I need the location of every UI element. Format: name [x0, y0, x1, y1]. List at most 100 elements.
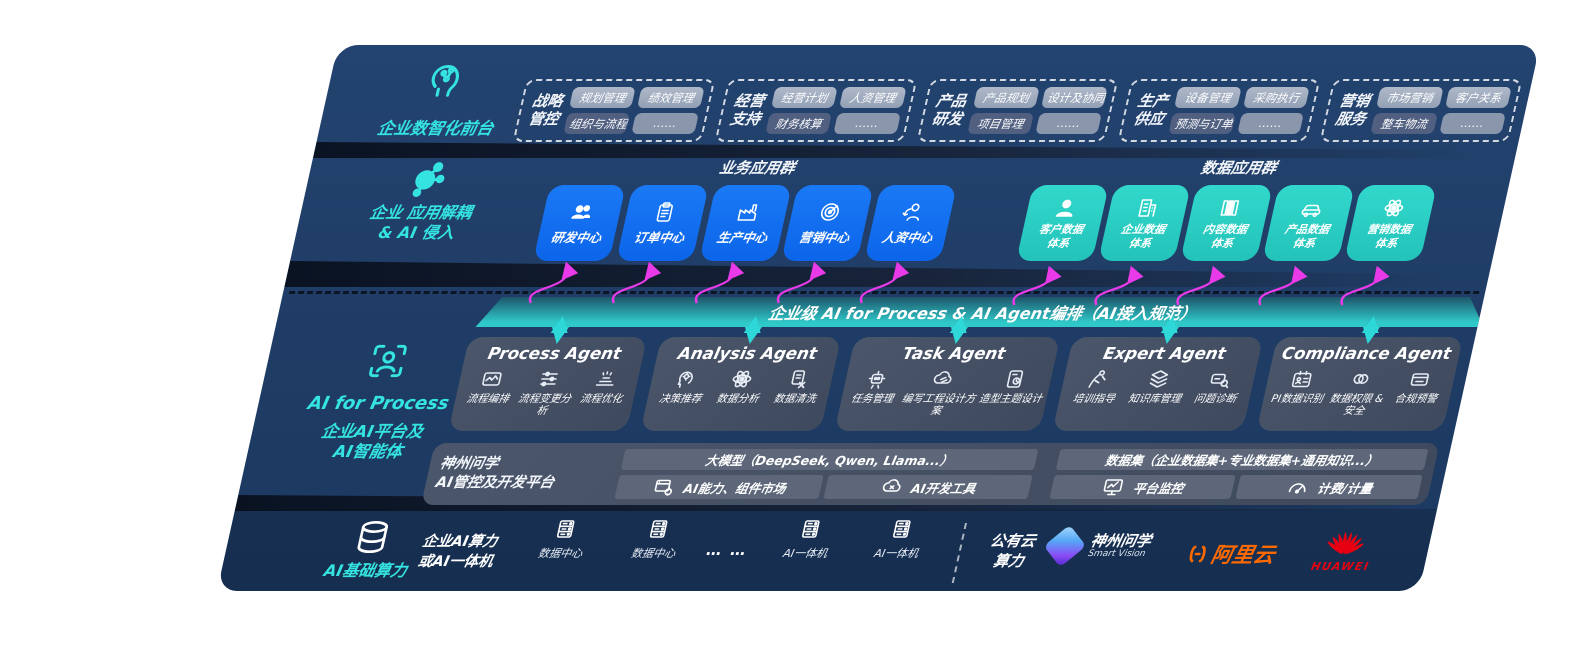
- front-tag: 人资管理: [839, 87, 907, 108]
- data-tile-label: 企业数据 体系: [1119, 223, 1167, 250]
- library-icon: [1215, 196, 1244, 220]
- vendor-huawei-logo: HUAWEI: [1310, 527, 1378, 573]
- infra-node-ai-appliance: AI一体机: [873, 517, 927, 561]
- scan-person-icon: [361, 339, 415, 383]
- front-tag: 财务核算: [765, 113, 833, 134]
- atom-icon: [1379, 196, 1408, 220]
- group-name-line: 经营: [732, 92, 767, 111]
- data-tile-label: 内容数据 体系: [1201, 223, 1249, 250]
- front-group-product: 产品 研发 产品规划 设计及协同 项目管理 ……: [916, 79, 1119, 142]
- app-tile-rnd-center: 研发中心: [533, 185, 626, 261]
- front-tag: 组织与流程: [563, 113, 631, 134]
- hr-icon: [898, 200, 927, 224]
- vendor-name: 神州问学: [1089, 531, 1154, 550]
- front-office-groups: 战略 管控 规划管理 绩效管理 组织与流程 …… 经营 支持 经营计划 人资管理 财…: [512, 79, 1523, 142]
- group-name-line: 生产: [1135, 92, 1170, 111]
- front-tag: 设备管理: [1174, 87, 1242, 108]
- app-tile-label: 订单中心: [632, 230, 686, 245]
- dev-tools-icon: [877, 475, 906, 499]
- chip-label: 平台监控: [1131, 480, 1185, 496]
- group-name-line: 战略: [530, 92, 565, 111]
- front-tag: ……: [1438, 113, 1506, 134]
- agent-title: Compliance Agent: [1280, 344, 1454, 363]
- agent-title: Task Agent: [900, 344, 1008, 363]
- group-name-line: 管控: [526, 109, 561, 128]
- sliders-icon: [534, 367, 563, 391]
- dataset-bar: 数据集（企业数据集+专业数据集+通用知识...）: [1055, 449, 1429, 470]
- agent-item-label: 任务管理: [849, 393, 895, 405]
- chip-monitor: 平台监控: [1048, 475, 1236, 499]
- agent-item-label: 流程编排: [465, 393, 511, 405]
- front-office-label: 企业数智化前台: [375, 119, 496, 138]
- mail-alert-icon: [1406, 367, 1435, 391]
- app-tile-label: 营销中心: [797, 230, 851, 245]
- infra-ellipsis: … …: [704, 541, 750, 559]
- front-tag: 设计及协同: [1041, 87, 1109, 108]
- id-card-icon: [1287, 367, 1316, 391]
- app-market-icon: [649, 475, 678, 499]
- front-tag: 经营计划: [770, 87, 838, 108]
- infra-node-label: 数据中心: [629, 547, 677, 560]
- gauge-icon: [1283, 475, 1312, 499]
- infra-node-label: 数据中心: [536, 547, 584, 560]
- public-cloud-line: 算力: [991, 552, 1026, 571]
- agent-title: Analysis Agent: [676, 344, 819, 363]
- chip-label: AI能力、组件市场: [682, 480, 788, 496]
- car-icon: [1297, 196, 1326, 220]
- platform-name: 神州问学 AI管控及开发平台: [434, 455, 610, 493]
- infra-label-node: AI基础算力: [322, 517, 419, 581]
- agent-card-compliance: Compliance Agent PI数据识别 数据权限 & 安全 合规预警: [1256, 337, 1464, 431]
- front-tag: ……: [1237, 113, 1305, 134]
- group-name-line: 产品: [934, 92, 969, 111]
- agent-item-label: 流程变更分析: [516, 393, 573, 418]
- platform-name-line: 神州问学: [438, 456, 500, 473]
- infra-label: AI基础算力: [322, 561, 409, 580]
- platform-panel: 神州问学 AI管控及开发平台 大模型（DeepSeek, Qwen, Llama…: [421, 443, 1440, 505]
- app-tile-production-center: 生产中心: [699, 185, 792, 261]
- business-apps-title: 业务应用群: [717, 159, 797, 177]
- server-rack-icon: [551, 517, 580, 541]
- cloud-edit-icon: [928, 367, 957, 391]
- layer-separator: [313, 142, 1519, 158]
- agent-item-label: 编写工程设计方案: [900, 393, 977, 418]
- front-tag: ……: [631, 113, 699, 134]
- agent-item-label: 问题诊断: [1192, 393, 1238, 405]
- onprem-line: 或AI一体机: [416, 553, 495, 570]
- front-tag: 市场营销: [1376, 87, 1444, 108]
- agent-item-label: 知识库管理: [1126, 393, 1183, 405]
- public-cloud-label: 公有云 算力: [984, 531, 1038, 572]
- layer-separator: [284, 261, 1492, 287]
- front-tag: 预测与订单: [1168, 113, 1236, 134]
- data-tile-product: 产品数据 体系: [1262, 185, 1355, 261]
- decouple-label: 企业 应用解耦 & AI 侵入: [304, 203, 533, 243]
- data-tile-content: 内容数据 体系: [1180, 185, 1273, 261]
- infra-node-datacenter: 数据中心: [630, 517, 684, 561]
- chip-label: 计费/计量: [1316, 480, 1374, 496]
- data-tile-label: 营销数据 体系: [1365, 223, 1413, 250]
- front-tag: 项目管理: [966, 113, 1034, 134]
- app-tile-label: 生产中心: [715, 230, 769, 245]
- monitor-icon: [1099, 475, 1128, 499]
- infra-node-datacenter: 数据中心: [537, 517, 591, 561]
- data-tile-enterprise: 企业数据 体系: [1098, 185, 1191, 261]
- agent-item-label: 培训指导: [1071, 393, 1117, 405]
- chip-label: AI开发工具: [909, 480, 978, 496]
- ai-bus-bar: 企业级 AI for Process & AI Agent编排（AI接入规范）: [475, 297, 1490, 327]
- training-icon: [1084, 367, 1113, 391]
- front-tag: ……: [833, 113, 901, 134]
- database-icon: [348, 517, 397, 557]
- agent-item-label: 造型主题设计: [977, 393, 1044, 405]
- model-bar: 大模型（DeepSeek, Qwen, Llama...）: [620, 449, 1039, 470]
- atom-icon: [727, 367, 756, 391]
- team-icon: [567, 200, 596, 224]
- chip-dev-tools: AI开发工具: [823, 475, 1033, 499]
- aliyun-bracket-icon: [1183, 542, 1212, 566]
- infra-node-label: AI一体机: [781, 547, 829, 560]
- vendor-name: 阿里云: [1208, 543, 1278, 567]
- chip-metering: 计费/计量: [1235, 475, 1423, 499]
- agent-card-process: Process Agent 流程编排 流程变更分析 流程优化: [448, 337, 648, 431]
- agent-item-label: 数据权限 & 安全: [1328, 393, 1385, 418]
- layers-icon: [1144, 367, 1173, 391]
- front-tag: 规划管理: [569, 87, 637, 108]
